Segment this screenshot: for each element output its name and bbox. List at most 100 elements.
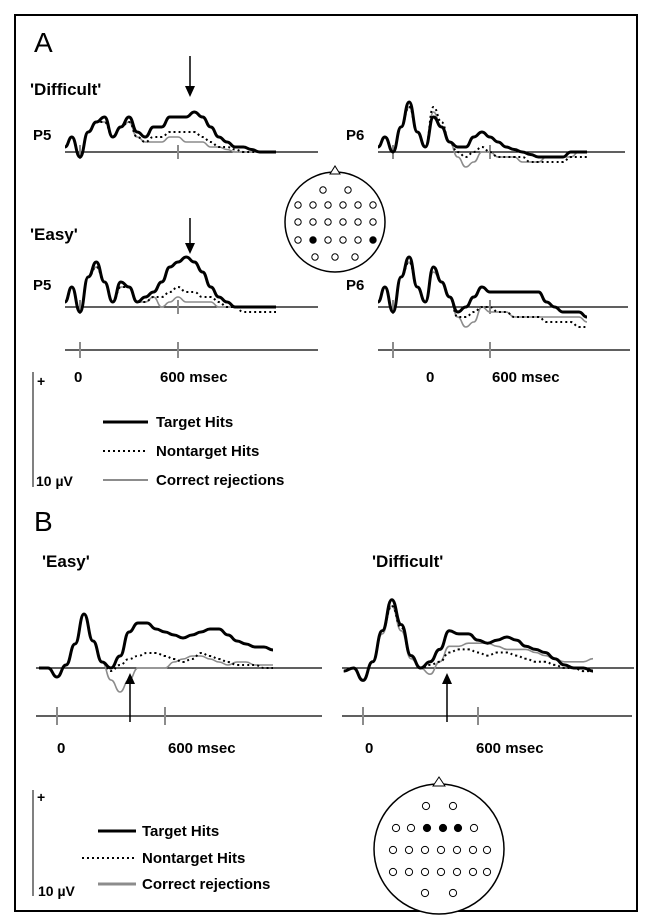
panel-a-scale-bar: + 10 µV [32, 372, 74, 489]
plot-a-easy-p5 [64, 255, 318, 314]
electrode [436, 867, 446, 877]
electrode [351, 253, 359, 261]
series-line-target [343, 598, 594, 682]
panel-a-right-zero-label: 0 [426, 369, 434, 386]
electrode [448, 801, 458, 811]
panel-b-easy-label: 'Easy' [42, 552, 90, 571]
panel-a-legend-nontarget: Nontarget Hits [156, 443, 259, 460]
panel-b-time-axis-right: 0 600 msec [342, 707, 632, 757]
series-line-nontarget [39, 613, 273, 678]
panel-a-difficult-label: 'Difficult' [30, 80, 101, 99]
series-line-target [64, 255, 276, 314]
panel-b-time-axis-left: 0 600 msec [36, 707, 322, 757]
panel-a-head-map [284, 165, 386, 273]
plot-b-difficult [342, 598, 634, 682]
panel-a-difficult-p6-label: P6 [346, 127, 364, 144]
series-line-target [39, 612, 274, 679]
electrode [294, 236, 302, 244]
electrode [404, 867, 414, 877]
panel-b-left-600-label: 600 msec [168, 740, 236, 757]
panel-b-difficult-label: 'Difficult' [372, 552, 443, 571]
panel-a-nose-icon [329, 165, 341, 175]
panel-b-difficult-arrow [442, 673, 452, 722]
electrode [369, 201, 377, 209]
panel-a-easy-p5-label: P5 [33, 277, 51, 294]
plot-b-easy [36, 612, 322, 693]
electrode [420, 867, 430, 877]
electrode [369, 218, 377, 226]
panel-b-left-zero-label: 0 [57, 740, 65, 757]
panel-b-legend-nontarget: Nontarget Hits [142, 850, 245, 867]
electrode [344, 186, 352, 194]
panel-b-letter: B [34, 506, 53, 537]
electrode [420, 845, 430, 855]
panel-b-scale-plus: + [37, 789, 45, 805]
panel-a-legend-correct: Correct rejections [156, 472, 284, 489]
electrode [324, 218, 332, 226]
electrode [421, 801, 431, 811]
panel-a-right-600-label: 600 msec [492, 369, 560, 386]
electrode [468, 845, 478, 855]
electrode [294, 201, 302, 209]
series-line-nontarget [377, 261, 587, 328]
electrode [469, 823, 479, 833]
electrode [448, 888, 458, 898]
electrode [354, 236, 362, 244]
panel-b-legend: Target Hits Nontarget Hits Correct rejec… [82, 823, 270, 893]
electrode [436, 845, 446, 855]
electrode [391, 823, 401, 833]
panel-a-scale-plus: + [37, 373, 45, 389]
electrode [404, 845, 414, 855]
panel-a-left-zero-label: 0 [74, 369, 82, 386]
electrode-selected [369, 236, 377, 244]
panel-b-right-zero-label: 0 [365, 740, 373, 757]
panel-a-time-axis-right: 0 600 msec [378, 342, 630, 386]
electrode [339, 218, 347, 226]
panel-a-legend-target: Target Hits [156, 414, 233, 431]
series-line-target [377, 100, 587, 159]
electrode [324, 236, 332, 244]
panel-a-easy-label: 'Easy' [30, 225, 78, 244]
panel-b-legend-correct: Correct rejections [142, 876, 270, 893]
electrode [420, 888, 430, 898]
panel-b-nose-icon [432, 776, 446, 787]
panel-a-left-600-label: 600 msec [160, 369, 228, 386]
panel-a-easy-arrow [185, 218, 195, 254]
panel-a-scale-value: 10 µV [36, 473, 74, 489]
plot-a-difficult-p6 [377, 100, 625, 168]
electrode [354, 201, 362, 209]
electrode [309, 218, 317, 226]
series-line-nontarget [64, 121, 276, 158]
electrode [324, 201, 332, 209]
electrode [294, 218, 302, 226]
panel-a-difficult-p5-label: P5 [33, 127, 51, 144]
figure-frame [14, 14, 638, 912]
series-line-nontarget [64, 266, 276, 313]
panel-b-legend-target: Target Hits [142, 823, 219, 840]
panel-a-letter: A [34, 27, 53, 58]
electrode [388, 867, 398, 877]
electrode [468, 867, 478, 877]
series-line-correct [377, 261, 588, 328]
electrode [388, 845, 398, 855]
panel-b-scale-value: 10 µV [38, 883, 76, 899]
electrode [452, 867, 462, 877]
panel-b-scale-bar: + 10 µV [32, 789, 76, 899]
electrode-selected [438, 823, 448, 833]
electrode [482, 867, 492, 877]
series-line-correct [343, 605, 594, 682]
panel-b-easy-arrow [125, 673, 135, 722]
panel-a-easy-p6-label: P6 [346, 277, 364, 294]
plot-a-easy-p6 [377, 255, 628, 328]
electrode-selected [453, 823, 463, 833]
series-line-target [377, 255, 588, 319]
electrode [339, 236, 347, 244]
panel-b-head-map [373, 776, 505, 915]
panel-a-time-axis-left: 0 600 msec [65, 342, 318, 386]
electrode [309, 201, 317, 209]
electrode-selected [309, 236, 317, 244]
electrode [331, 253, 339, 261]
electrode [311, 253, 319, 261]
series-line-nontarget [377, 106, 587, 163]
